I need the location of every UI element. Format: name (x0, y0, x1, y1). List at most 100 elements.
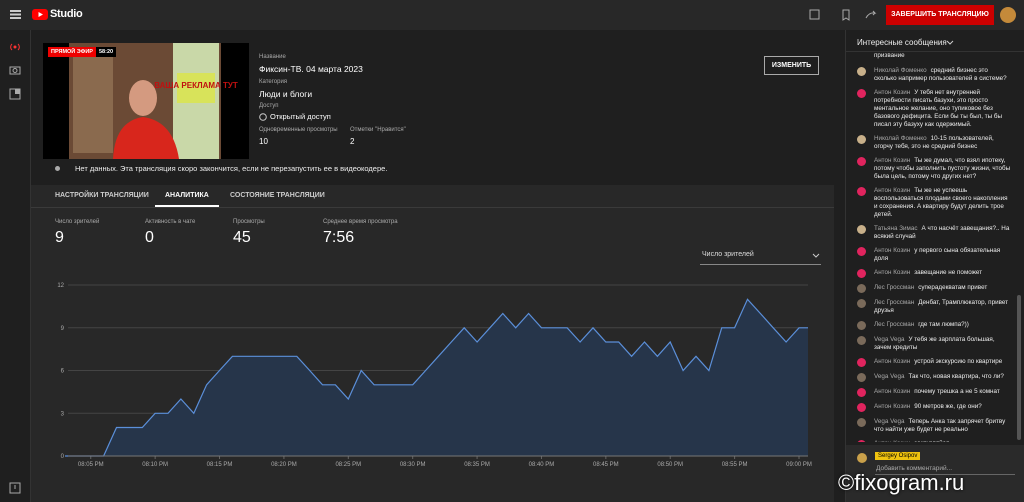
stat-label: Просмотры (233, 219, 265, 225)
tabs-border (31, 207, 834, 208)
chat-author: Антон Козин (874, 440, 910, 442)
thumbnail-text: ВАША РЕКЛАМА ТУТ (154, 81, 238, 90)
x-tick-label: 08:25 PM (335, 462, 361, 468)
y-tick-label: 6 (61, 369, 65, 375)
chart: 0 3 6 9 12 08:05 PM 08:10 PM 08:15 PM 08:20 PM 08… (57, 283, 812, 468)
y-tick-label: 3 (61, 411, 65, 417)
chat-message: Vega Vega Так что, новая квартира, что ли… (857, 373, 1012, 382)
x-tick-label: 08:55 PM (722, 462, 748, 468)
chat-body: Лес Гроссман суперадекватам привет (874, 284, 987, 293)
field-label: Отметки "Нравится" (350, 127, 406, 133)
chat-avatar (857, 358, 866, 367)
chat-avatar (857, 299, 866, 308)
sidebar-icons[interactable] (9, 41, 21, 101)
feedback-icon[interactable] (9, 482, 21, 494)
sidebar (0, 30, 31, 502)
user-name: Sergey Osipov (875, 452, 921, 460)
chat-message: Антон Козин Ты же не успеешь воспользоват… (857, 187, 1012, 219)
chat-text: почему трешка а не 5 комнат (914, 388, 1000, 395)
stream-preview[interactable]: ВАША РЕКЛАМА ТУТ (43, 43, 249, 159)
field-label: Одновременные просмотры (259, 127, 338, 133)
stat-label: Среднее время просмотра (323, 219, 398, 225)
chat-author: Vega Vega (874, 418, 905, 425)
chat-text: где там люмпа?)) (918, 321, 969, 328)
chat-avatar (857, 418, 866, 427)
chat-text: У тебя же зарплата большая, зачем кредит… (874, 336, 995, 351)
chat-avatar (857, 157, 866, 166)
logo-text: Studio (50, 8, 83, 20)
chat-author: Антон Козин (874, 187, 911, 194)
chat-message: Антон Козин устрой экскурсию по квартире (857, 358, 1012, 367)
menu-button[interactable] (10, 10, 21, 12)
chat-message: Vega Vega У тебя же зарплата большая, зач… (857, 336, 1012, 352)
tab[interactable]: НАСТРОЙКИ ТРАНСЛЯЦИИ (55, 192, 149, 199)
chat-message: Николай Фоменко средний бизнес это скольк… (857, 67, 1012, 83)
stream-category: Люди и блоги (259, 89, 313, 99)
chat-header-chevron[interactable] (946, 40, 954, 46)
chat-text: закругляйся (914, 440, 949, 442)
watermark: ©fixogram.ru (838, 470, 965, 495)
live-badge: ПРЯМОЙ ЭФИР (48, 47, 96, 57)
chat-text: Ты же не успеешь воспользоваться плодами… (874, 187, 1008, 218)
tab[interactable]: АНАЛИТИКА (165, 192, 209, 199)
chat-body: Лес Гроссман где там люмпа?)) (874, 321, 969, 330)
chat-text: средний бизнес это сколько например поль… (874, 67, 1007, 82)
account-avatar[interactable] (1000, 7, 1016, 23)
chat-message: Антон Козин закругляйся (857, 440, 1012, 442)
chat-avatar (857, 336, 866, 345)
chat-text: Теперь Анка так запрячет бритву что найт… (874, 418, 1006, 433)
line (65, 298, 808, 457)
chat-body: Vega Vega Так что, новая квартира, что ли… (874, 373, 1004, 382)
x-tick-label: 08:05 PM (78, 462, 104, 468)
x-tick-label: 08:20 PM (271, 462, 297, 468)
chat-messages: призвание Николай Фоменко средний бизнес э… (857, 52, 1012, 442)
chat-avatar (857, 269, 866, 278)
chat-message: Антон Козин Ты же думал, что взял ипотеку… (857, 157, 1012, 181)
chat-message: Vega Vega Теперь Анка так запрячет бритву… (857, 418, 1012, 434)
stat-label: Активность в чате (145, 219, 196, 225)
chat-scrollbar[interactable] (1017, 295, 1021, 440)
field-label: Категория (259, 79, 288, 85)
chat-author: Vega Vega (874, 336, 905, 343)
chat-text: У тебя нет внутренней потребности писать… (874, 89, 1003, 128)
stat-value: 0 (145, 229, 154, 246)
x-tick-label: 08:50 PM (657, 462, 683, 468)
user-avatar (857, 453, 867, 463)
stat-value: 7:56 (323, 229, 355, 246)
header-icons[interactable] (808, 9, 878, 21)
tab[interactable]: СОСТОЯНИЕ ТРАНСЛЯЦИИ (230, 192, 325, 199)
chat-input[interactable]: Добавить комментарий... (876, 465, 953, 472)
chat-text: Ты же думал, что взял ипотеку, потому чт… (874, 157, 1011, 180)
select-chevron[interactable] (812, 253, 820, 259)
chat-author: Татьяна Зимас (874, 225, 918, 232)
metric-select[interactable]: Число зрителей (702, 251, 754, 258)
input-underline (875, 474, 1015, 475)
stream-title: Фиксин-ТВ. 04 марта 2023 (259, 64, 363, 74)
chat-author: Лес Гроссман (874, 284, 915, 291)
chat-message: Лес Гроссман суперадекватам привет (857, 284, 1012, 293)
chat-author: Антон Козин (874, 247, 911, 254)
chat-message: Антон Козин 90 метров же, где они? (857, 403, 1012, 412)
chat-author: Антон Козин (874, 157, 911, 164)
y-tick-label: 12 (57, 283, 64, 289)
chat-author: Антон Козин (874, 403, 911, 410)
chat-avatar (857, 373, 866, 382)
chat-body: Антон Козин завещание не поможет (874, 269, 982, 278)
chat-avatar (857, 225, 866, 234)
chat-text: 10-15 пользователей, огорчу тебя, это не… (874, 135, 994, 150)
chat-text: у первого сына обязательная доля (874, 247, 1001, 262)
chat-avatar (857, 187, 866, 196)
chat-text: А что насчёт завещания?.. На всякий случ… (874, 225, 1010, 240)
chat-avatar (857, 388, 866, 397)
chat-text: Денбат, Трамплюкатор, привет друзья (874, 299, 1009, 314)
y-tick-label: 0 (61, 454, 65, 460)
chat-body: Антон Козин Ты же думал, что взял ипотеку… (874, 157, 1012, 181)
top-bar (0, 0, 1024, 30)
chat-header[interactable]: Интересные сообщения (857, 38, 947, 47)
x-tick-label: 08:30 PM (400, 462, 426, 468)
chat-body: Антон Козин почему трешка а не 5 комнат (874, 388, 1000, 397)
edit-button[interactable]: ИЗМЕНИТЬ (764, 56, 819, 75)
chat-message: Лес Гроссман где там люмпа?)) (857, 321, 1012, 330)
end-stream-button[interactable]: ЗАВЕРШИТЬ ТРАНСЛЯЦИЮ (886, 5, 994, 25)
